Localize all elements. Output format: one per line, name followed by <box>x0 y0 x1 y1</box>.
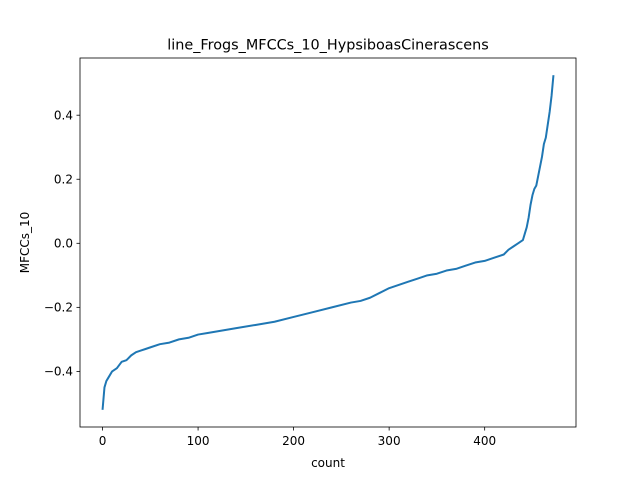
y-tick-label-4: 0.4 <box>54 108 73 122</box>
x-tick-label-3: 300 <box>378 434 401 448</box>
y-tick-label-3: 0.2 <box>54 173 73 187</box>
plot-frame <box>79 57 577 428</box>
x-axis-label: count <box>311 456 345 470</box>
plot-area <box>101 75 555 410</box>
axis-ticks: 0 100 200 300 400 −0.4 −0.2 0.0 0.2 0.4 <box>44 108 496 448</box>
y-tick-label-1: −0.2 <box>44 301 73 315</box>
x-tick-label-0: 0 <box>99 434 107 448</box>
series-line-0 <box>101 75 555 410</box>
x-tick-label-4: 400 <box>473 434 496 448</box>
y-tick-label-2: 0.0 <box>54 237 73 251</box>
x-tick-label-1: 100 <box>187 434 210 448</box>
chart-title: line_Frogs_MFCCs_10_HypsiboasCinerascens <box>167 38 488 54</box>
y-axis-label: MFCCs_10 <box>18 212 32 274</box>
y-tick-label-0: −0.4 <box>44 365 73 379</box>
x-tick-label-2: 200 <box>282 434 305 448</box>
